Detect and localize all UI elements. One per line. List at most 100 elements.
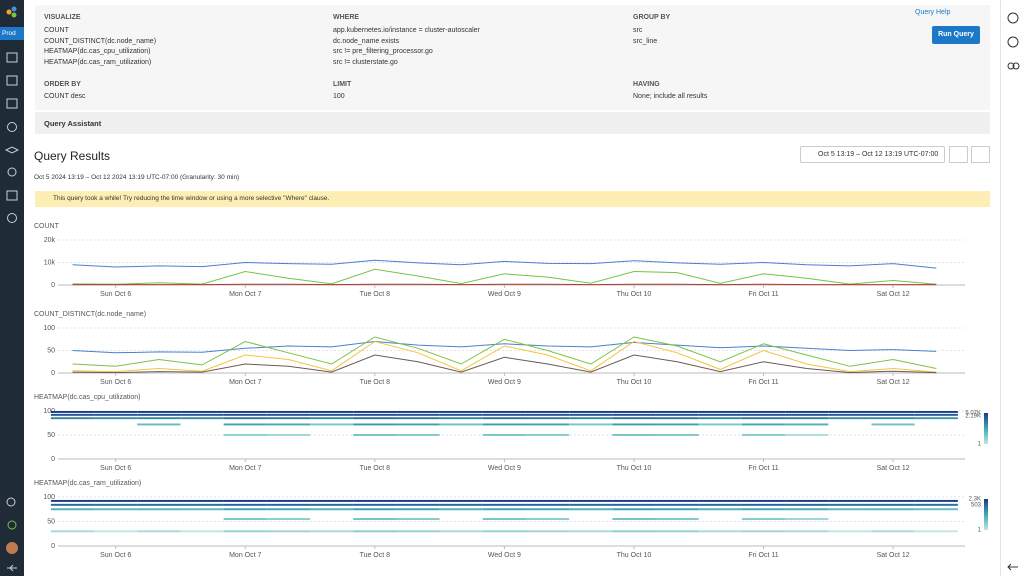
heat-cell — [266, 530, 311, 533]
heat-cell — [785, 434, 829, 436]
query-item: src — [633, 27, 643, 34]
heat-cell — [310, 499, 354, 502]
heat-cell — [785, 530, 829, 533]
heat-cell — [655, 423, 699, 426]
query-item: HEATMAP(dc.cas_ram_utilization) — [44, 58, 152, 66]
heat-cell — [741, 434, 786, 436]
query-item: app.kubernetes.io/instance = cluster-aut… — [333, 27, 480, 34]
x-tick-label: Wed Oct 9 — [488, 465, 521, 472]
heat-cell — [396, 518, 440, 521]
chart-title: COUNT — [34, 223, 60, 230]
heat-cell — [353, 518, 397, 521]
query-item: None; include all results — [633, 93, 708, 100]
heat-cell — [525, 417, 570, 420]
y-tick-label: 50 — [47, 347, 55, 354]
left-nav: Prod — [0, 0, 24, 576]
heat-cell — [396, 499, 440, 502]
charts: COUNT 0 10k 20k Sun Oct 6 Mon Oct 7 Tue Oct 8 W… — [34, 223, 988, 559]
having-section[interactable]: HAVING None; include all results — [633, 81, 707, 103]
heat-cell — [828, 503, 872, 506]
heat-cell — [741, 530, 786, 533]
chart-title: COUNT_DISTINCT(dc.node_name) — [34, 311, 146, 318]
heat-cell — [569, 423, 613, 426]
query-item: COUNT — [44, 27, 69, 34]
heat-cell — [94, 530, 138, 533]
heat-cell — [482, 530, 526, 533]
visualize-section[interactable]: VISUALIZE COUNT COUNT_DISTINCT(dc.node_n… — [44, 14, 156, 68]
heat-cell — [914, 499, 958, 502]
colorbar — [984, 499, 988, 530]
heat-cell — [914, 417, 958, 420]
heat-cell — [871, 413, 915, 416]
y-tick-label: 0 — [51, 282, 55, 289]
heat-cell — [223, 518, 267, 521]
next-button[interactable] — [971, 146, 990, 163]
section-label: WHERE — [333, 14, 360, 21]
heat-cell — [785, 417, 829, 420]
query-help-link[interactable]: Query Help — [915, 9, 951, 16]
results-title: Query Results — [34, 149, 111, 163]
prev-button[interactable] — [949, 146, 968, 163]
x-tick-label: Thu Oct 10 — [617, 291, 652, 298]
heat-cell — [482, 518, 526, 521]
heat-cell — [785, 499, 829, 502]
heat-cell — [266, 434, 311, 436]
heat-cell — [482, 434, 526, 436]
heat-cell — [50, 499, 95, 502]
where-section[interactable]: WHERE app.kubernetes.io/instance = clust… — [333, 14, 480, 68]
heat-cell — [612, 413, 656, 416]
heat-cell — [525, 423, 570, 426]
heat-cell — [266, 508, 311, 511]
heat-cell — [525, 434, 570, 436]
query-item: src_line — [633, 37, 658, 45]
heat-cell — [439, 508, 483, 511]
x-tick-label: Mon Oct 7 — [229, 291, 261, 298]
results-subtitle: Oct 5 2024 13:19 – Oct 12 2024 13:19 UTC… — [34, 174, 240, 181]
heat-cell — [223, 503, 267, 506]
heat-cell — [180, 411, 224, 413]
series-line — [72, 268, 937, 285]
heat-cell — [914, 508, 958, 511]
query-assistant-bar[interactable]: Query Assistant — [35, 112, 990, 134]
series-line — [72, 336, 937, 369]
colorbar-label: 2.19K — [965, 414, 981, 420]
heat-cell — [741, 411, 786, 413]
query-item: COUNT_DISTINCT(dc.node_name) — [44, 37, 157, 45]
section-label: LIMIT — [333, 81, 352, 88]
heat-cell — [223, 423, 267, 426]
heat-cell — [914, 411, 958, 413]
order-by-section[interactable]: ORDER BY COUNT desc — [44, 81, 86, 103]
heat-cell — [223, 434, 267, 436]
env-button[interactable]: Prod — [0, 27, 24, 40]
heat-cell — [569, 499, 613, 502]
chart-title: HEATMAP(dc.cas_cpu_utilization) — [34, 394, 140, 401]
heat-cell — [137, 413, 181, 416]
heat-cell — [785, 413, 829, 416]
heat-cell — [266, 411, 311, 413]
heat-cell — [439, 413, 483, 416]
run-query-button[interactable]: Run Query — [932, 26, 980, 44]
limit-section[interactable]: LIMIT 100 — [333, 81, 351, 103]
x-tick-label: Sun Oct 6 — [100, 291, 131, 298]
heat-cell — [223, 508, 267, 511]
heat-cell — [914, 413, 958, 416]
heat-cell — [180, 503, 224, 506]
heat-cell — [741, 503, 786, 506]
colorbar-label: 1 — [978, 442, 982, 448]
heat-cell — [741, 413, 786, 416]
heat-cell — [482, 508, 526, 511]
chart-title: HEATMAP(dc.cas_ram_utilization) — [34, 480, 141, 487]
heat-cell — [50, 530, 95, 533]
x-tick-label: Wed Oct 9 — [488, 379, 521, 386]
heat-cell — [353, 417, 397, 420]
heat-cell — [871, 499, 915, 502]
heat-cell — [828, 508, 872, 511]
heat-cell — [612, 530, 656, 533]
y-tick-label: 20k — [44, 237, 56, 244]
heat-cell — [94, 499, 138, 502]
time-range-picker[interactable]: Oct 5 13:19 – Oct 12 13:19 UTC-07:00 — [800, 146, 945, 163]
heat-cell — [871, 411, 915, 413]
x-tick-label: Sat Oct 12 — [877, 291, 910, 298]
group-by-section[interactable]: GROUP BY src src_line — [633, 14, 670, 47]
heat-cell — [94, 411, 138, 413]
